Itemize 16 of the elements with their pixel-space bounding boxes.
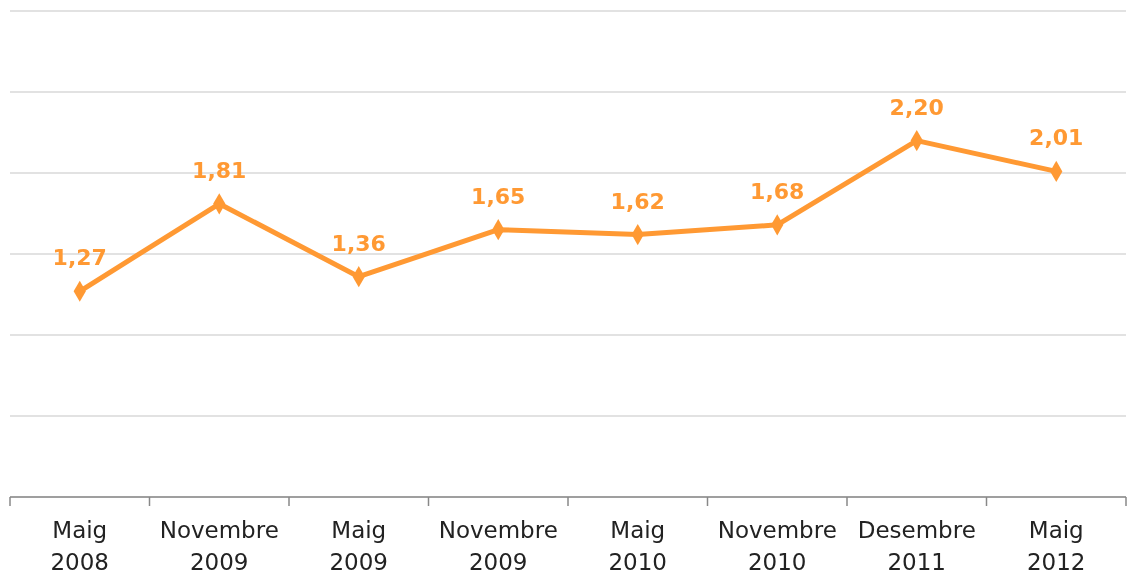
x-tick-label: Maig 2008 — [50, 517, 110, 575]
x-tick-label: Novembre 2010 — [717, 517, 837, 575]
data-label: 1,27 — [52, 245, 107, 271]
data-label: 1,36 — [331, 230, 386, 256]
x-tick-label: Maig 2009 — [329, 517, 389, 575]
x-tick-label: Novembre 2009 — [159, 517, 279, 575]
x-tick-label: Maig 2010 — [608, 517, 668, 575]
data-label: 2,20 — [889, 94, 944, 120]
x-tick-label: Desembre 2011 — [857, 517, 976, 575]
data-label: 1,65 — [471, 183, 526, 209]
x-tick-label: Maig 2012 — [1026, 517, 1086, 575]
data-label: 1,81 — [192, 157, 247, 183]
data-label: 1,62 — [610, 188, 665, 214]
data-label: 1,68 — [750, 178, 805, 204]
x-tick-label: Novembre 2009 — [438, 517, 558, 575]
data-label: 2,01 — [1029, 125, 1084, 151]
